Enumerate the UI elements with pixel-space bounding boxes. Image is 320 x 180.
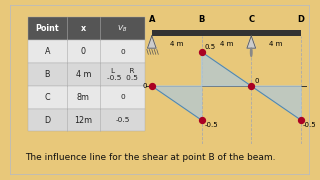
Text: -0.5: -0.5 [205, 122, 218, 128]
Polygon shape [148, 36, 156, 48]
Text: 0: 0 [120, 48, 125, 55]
Text: D: D [298, 15, 305, 24]
FancyBboxPatch shape [28, 17, 145, 40]
Text: 0: 0 [254, 78, 259, 84]
Text: B: B [198, 15, 205, 24]
Text: 12m: 12m [74, 116, 92, 125]
Text: C: C [248, 15, 254, 24]
Point [149, 85, 154, 87]
Text: L      R
-0.5  0.5: L R -0.5 0.5 [107, 68, 138, 81]
FancyBboxPatch shape [152, 30, 301, 36]
Text: D: D [44, 116, 50, 125]
Text: A: A [44, 47, 50, 56]
Text: 0: 0 [81, 47, 86, 56]
Point [249, 85, 254, 87]
Polygon shape [251, 86, 301, 120]
Polygon shape [152, 86, 202, 120]
FancyBboxPatch shape [28, 63, 145, 86]
Text: 4 m: 4 m [269, 41, 283, 47]
FancyBboxPatch shape [28, 40, 145, 63]
Text: -0.5: -0.5 [303, 122, 316, 128]
Text: $V_B$: $V_B$ [117, 24, 128, 34]
Text: 4 m: 4 m [170, 41, 183, 47]
FancyBboxPatch shape [28, 109, 145, 131]
Point [299, 119, 304, 122]
Text: -0.5: -0.5 [115, 117, 130, 123]
FancyBboxPatch shape [28, 86, 145, 109]
Text: 0: 0 [142, 83, 147, 89]
Text: 8m: 8m [77, 93, 90, 102]
Text: B: B [44, 70, 50, 79]
Point [199, 50, 204, 53]
Text: C: C [44, 93, 50, 102]
Polygon shape [247, 36, 256, 48]
Text: Point: Point [36, 24, 59, 33]
Text: 0: 0 [120, 94, 125, 100]
Text: 4 m: 4 m [76, 70, 91, 79]
Polygon shape [202, 52, 251, 86]
Text: 4 m: 4 m [220, 41, 233, 47]
Point [199, 119, 204, 122]
Text: x: x [81, 24, 86, 33]
Text: A: A [148, 15, 155, 24]
Text: 0.5: 0.5 [205, 44, 216, 50]
Circle shape [251, 48, 252, 56]
Text: The influence line for the shear at point B of the beam.: The influence line for the shear at poin… [25, 153, 275, 162]
